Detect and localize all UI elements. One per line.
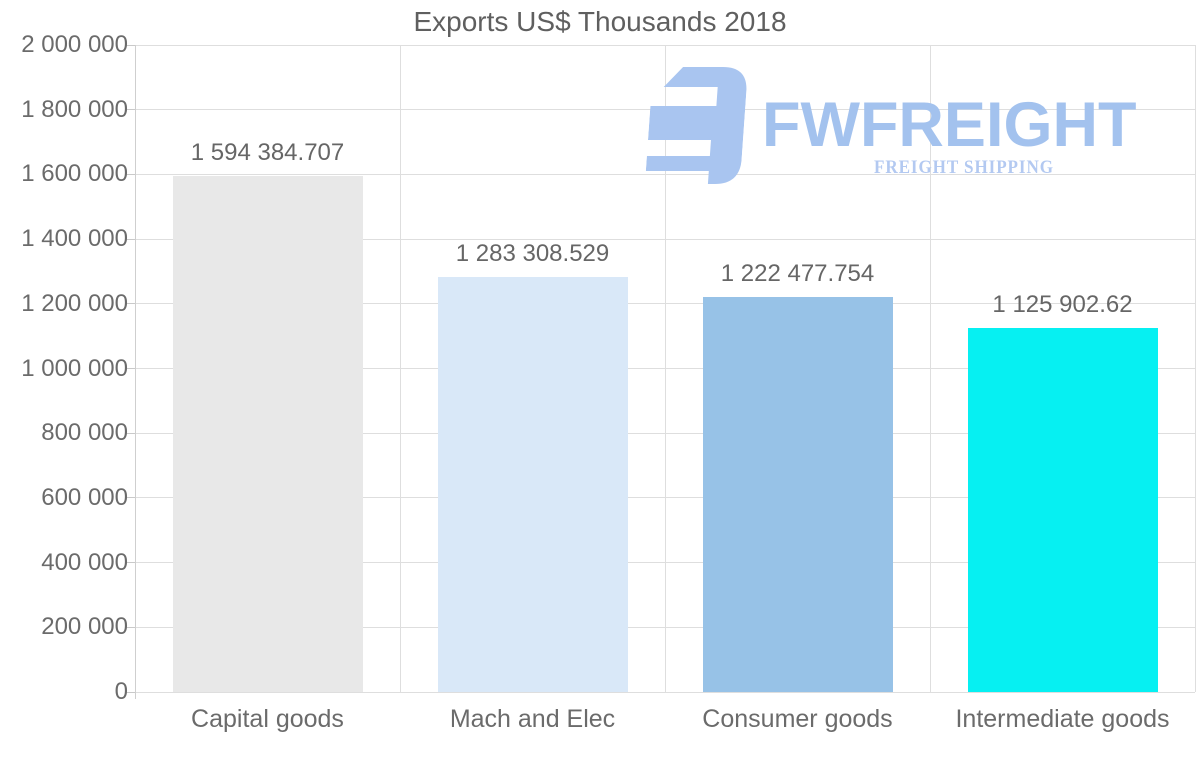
y-axis-tick [127,626,135,628]
y-axis-tick [127,562,135,564]
y-axis-label: 0 [114,678,128,705]
y-axis-label: 1 400 000 [21,225,128,253]
bar-intermediate-goods[interactable] [967,327,1158,692]
y-axis-tick [127,432,135,434]
y-axis-label: 2 000 000 [21,31,128,58]
y-axis-label: 200 000 [41,613,128,641]
y-axis-label: 1 000 000 [21,354,128,382]
y-axis-tick [127,173,135,175]
chart-title: Exports US$ Thousands 2018 [413,6,787,37]
x-axis-label: Consumer goods [702,705,893,733]
y-axis-label: 1 800 000 [21,95,128,123]
logo-tagline: FREIGHT SHIPPING [874,157,1054,178]
y-axis-label: 600 000 [41,483,128,511]
gridline-horizontal [135,691,1195,693]
bar-value-label: 1 125 902.62 [992,290,1133,318]
bar-mach-and-elec[interactable] [437,276,628,692]
bar-value-label: 1 594 384.707 [190,139,345,167]
freight-logo-icon [645,67,747,184]
y-axis-tick [127,238,135,240]
y-axis-label: 400 000 [41,548,128,576]
y-axis-tick [127,368,135,369]
x-axis-label: Mach and Elec [449,705,616,733]
x-axis-label: Intermediate goods [955,705,1170,733]
y-axis-tick [127,497,135,499]
bar-consumer-goods[interactable] [702,296,893,692]
bar-value-label: 1 283 308.529 [455,239,610,267]
gridline-vertical [929,45,931,692]
y-axis-tick [127,303,135,305]
gridline-vertical [399,45,401,692]
x-axis-label: Capital goods [191,705,344,733]
y-axis-label: 1 200 000 [21,289,128,317]
logo-wordmark: FWFREIGHT [762,90,1137,160]
bar-value-label: 1 222 477.754 [720,259,875,287]
y-axis-line [134,45,136,699]
y-axis-label: 1 600 000 [21,160,128,188]
y-axis-tick [127,109,135,111]
gridline-vertical [664,45,666,692]
y-axis-label: 800 000 [41,419,128,447]
bar-capital-goods[interactable] [172,176,363,692]
gridline-vertical [1194,45,1196,692]
y-axis-tick [127,691,135,693]
y-axis-tick [127,44,135,46]
